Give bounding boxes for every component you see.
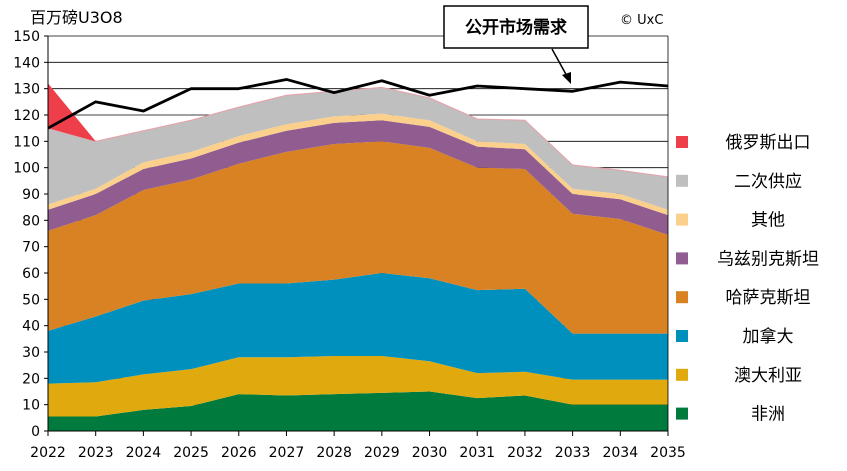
copyright-text: © UxC (620, 13, 663, 28)
y-tick-label: 110 (13, 134, 40, 150)
legend-label: 澳大利亚 (734, 366, 802, 386)
x-tick-label: 2027 (269, 445, 305, 461)
area-非洲 (48, 391, 668, 431)
y-tick-label: 140 (13, 55, 40, 71)
y-tick-label: 30 (22, 345, 40, 361)
legend-label: 其他 (751, 211, 785, 231)
legend-swatch (676, 136, 688, 148)
area-俄罗斯出口 (48, 83, 96, 142)
legend-swatch (676, 330, 688, 342)
area-加拿大 (48, 273, 668, 384)
legend-label: 非洲 (751, 405, 785, 425)
x-tick-label: 2033 (555, 445, 591, 461)
area-哈萨克斯坦 (48, 141, 668, 334)
y-tick-label: 70 (22, 240, 40, 256)
x-tick-labels: 2022 2023 2024 2025 2026 2027 2028 2029 2030 2031… (30, 445, 686, 461)
area-澳大利亚 (48, 355, 668, 417)
legend-label: 俄罗斯出口 (726, 133, 811, 153)
supply-top-outline (47, 86, 669, 178)
x-tick-label: 2032 (507, 445, 543, 461)
y-tick-label: 10 (22, 398, 40, 414)
demand-line-group (47, 78, 669, 130)
area-乌兹别克斯坦 (48, 120, 668, 235)
y-tick-labels: 0 10 20 30 40 50 60 70 80 90 100 110 120 130 140 150 (13, 29, 40, 440)
legend-swatch (676, 291, 688, 304)
y-tick-label: 0 (31, 424, 40, 440)
legend-swatch (676, 368, 688, 381)
x-tick-label: 2029 (364, 445, 400, 461)
callout-arrowhead (562, 72, 571, 84)
callout-arrow-line (551, 48, 569, 79)
y-tick-label: 20 (22, 371, 40, 387)
area-其他 (48, 113, 668, 216)
x-tick-label: 2030 (412, 445, 448, 461)
y-tick-label: 50 (22, 292, 40, 308)
y-tick-label: 150 (13, 29, 40, 45)
x-tick-label: 2034 (602, 445, 638, 461)
area-二次供应 (48, 87, 668, 210)
y-tick-label: 40 (22, 319, 40, 335)
x-tick-label: 2035 (650, 445, 686, 461)
y-tick-label: 90 (22, 187, 40, 203)
demand-line (47, 78, 669, 130)
x-tick-label: 2028 (316, 445, 352, 461)
legend-swatch (676, 407, 688, 420)
legend-label: 二次供应 (734, 172, 802, 192)
legend-label: 乌兹别克斯坦 (717, 249, 819, 269)
y-tick-label: 100 (13, 161, 40, 177)
x-tick-label: 2024 (126, 445, 162, 461)
y-tick-label: 60 (22, 266, 40, 282)
y-tick-label: 130 (13, 82, 40, 98)
legend-label: 哈萨克斯坦 (726, 288, 811, 308)
legend-swatch (676, 213, 688, 226)
legend-swatch (676, 174, 688, 187)
x-tick-label: 2031 (459, 445, 495, 461)
callout-box (443, 5, 589, 49)
y-tick-label: 120 (13, 108, 40, 124)
axes (44, 35, 669, 436)
legend-label: 加拿大 (743, 326, 794, 347)
callout-label: 公开市场需求 (465, 17, 567, 38)
y-axis-label: 百万磅U3O8 (30, 8, 123, 27)
x-tick-label: 2023 (78, 445, 114, 461)
y-tick-label: 80 (22, 213, 40, 229)
stacked-areas (47, 83, 669, 431)
legend-swatch (676, 252, 688, 265)
x-tick-label: 2022 (30, 445, 66, 461)
x-tick-label: 2026 (221, 445, 257, 461)
x-tick-label: 2025 (173, 445, 209, 461)
callout: 公开市场需求 (443, 5, 589, 84)
